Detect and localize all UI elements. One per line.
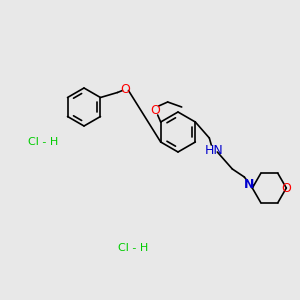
Text: N: N	[244, 178, 254, 191]
Text: Cl - H: Cl - H	[118, 243, 148, 253]
Text: HN: HN	[205, 143, 224, 157]
Text: O: O	[121, 83, 130, 96]
Text: O: O	[151, 103, 160, 116]
Text: O: O	[281, 182, 291, 194]
Text: Cl - H: Cl - H	[28, 137, 58, 147]
